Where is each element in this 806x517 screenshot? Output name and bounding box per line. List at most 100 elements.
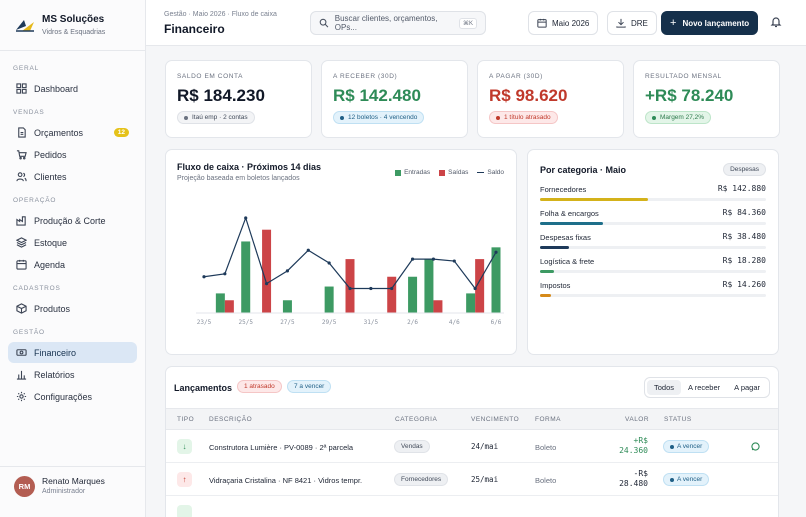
kpi-label: RESULTADO MENSAL: [645, 73, 722, 80]
legend-label-out: Saídas: [448, 169, 469, 176]
col-due[interactable]: VENCIMENTO: [471, 416, 520, 423]
filter-segmented: Todos A receber A pagar: [644, 377, 770, 398]
arrow-down-icon: ↓: [177, 439, 192, 454]
brand[interactable]: MS Soluções Vidros & Esquadrias: [14, 14, 105, 38]
month-picker-button[interactable]: Maio 2026: [528, 11, 599, 35]
sidebar-item-relatorios[interactable]: Relatórios: [8, 364, 137, 385]
point-saldo: [244, 216, 248, 220]
bar-chart-icon: [16, 370, 27, 380]
notifications-button[interactable]: [770, 16, 782, 28]
row-category: Vendas: [394, 440, 430, 453]
sidebar-item-producao[interactable]: Produção & Corte: [8, 210, 137, 231]
new-entry-button[interactable]: + Novo lançamento: [661, 11, 759, 35]
lancamentos-card: Lançamentos 1 atrasado 7 a vencer Todos …: [165, 366, 779, 517]
bell-icon: [770, 17, 782, 28]
kpi-value: R$ 98.620: [489, 86, 568, 105]
point-saldo: [285, 269, 290, 273]
row-due: 25/mai: [471, 475, 499, 484]
sidebar-item-agenda[interactable]: Agenda: [8, 254, 137, 275]
kpi-card-pagar: A PAGAR (30D) R$ 98.620 1 título atrasad…: [477, 60, 624, 138]
status-text: A vencer: [677, 476, 703, 483]
sidebar-item-clientes[interactable]: Clientes: [8, 166, 137, 187]
search-placeholder: Buscar clientes, orçamentos, OPs...: [334, 14, 438, 32]
sidebar-item-dashboard[interactable]: Dashboard: [8, 78, 137, 99]
table-row[interactable]: [166, 496, 778, 517]
user-role: Administrador: [42, 488, 86, 495]
cash-icon: [16, 349, 27, 356]
calendar-icon: [16, 259, 27, 270]
sidebar-item-label: Agenda: [34, 259, 66, 270]
sidebar-item-financeiro[interactable]: Financeiro: [8, 342, 137, 363]
col-method[interactable]: FORMA: [535, 416, 561, 423]
sidebar: MS Soluções Vidros & Esquadrias GERAL Da…: [0, 0, 146, 517]
sidebar-item-produtos[interactable]: Produtos: [8, 298, 137, 319]
search-input[interactable]: Buscar clientes, orçamentos, OPs... ⌘K: [310, 11, 486, 35]
category-row: Folha & encargos R$ 84.360: [540, 208, 766, 231]
legend-swatch-out: [439, 169, 446, 176]
dre-label: DRE: [631, 18, 648, 28]
filter-all[interactable]: Todos: [647, 380, 682, 395]
sidebar-item-label: Produção & Corte: [34, 215, 106, 226]
point-saldo: [223, 272, 227, 276]
kpi-chip: 1 título atrasado: [489, 111, 558, 124]
filter-payable[interactable]: A pagar: [734, 383, 760, 392]
amount-sign: -R$: [633, 469, 648, 478]
whatsapp-button[interactable]: [751, 442, 760, 451]
dre-button[interactable]: DRE: [607, 11, 657, 35]
bar-entradas: [241, 241, 251, 313]
sidebar-item-orcamentos[interactable]: Orçamentos 12: [8, 122, 137, 143]
point-saldo: [306, 248, 310, 252]
table-row[interactable]: ↑ Vidraçaria Cristalina · NF 8421 · Vidr…: [166, 463, 778, 496]
sidebar-item-label: Financeiro: [34, 347, 77, 358]
count-badge: 12: [113, 128, 129, 137]
legend-swatch-balance: [477, 171, 485, 174]
x-tick-label: 23/5: [197, 319, 212, 326]
x-tick-label: 4/6: [449, 319, 460, 326]
kpi-chip-text: Itaú emp · 2 contas: [192, 114, 248, 121]
filter-receivable[interactable]: A receber: [688, 383, 721, 392]
bar-entradas: [491, 247, 501, 313]
category-bar-track: [540, 270, 766, 273]
sidebar-item-label: Dashboard: [34, 83, 79, 94]
chart-legend: Entradas Saídas Saldo: [386, 169, 504, 176]
user-profile[interactable]: RM Renato Marques Administrador: [14, 476, 105, 497]
due-tag[interactable]: 7 a vencer: [287, 380, 332, 393]
point-saldo: [327, 261, 331, 265]
col-cat[interactable]: CATEGORIA: [395, 416, 438, 423]
point-saldo: [369, 286, 373, 291]
sidebar-item-pedidos[interactable]: Pedidos: [8, 144, 137, 165]
search-shortcut: ⌘K: [458, 17, 477, 29]
col-desc[interactable]: DESCRIÇÃO: [209, 416, 253, 423]
sidebar-item-label: Clientes: [34, 171, 67, 182]
table-row[interactable]: ↓ Construtora Lumière · PV-0089 · 2ª par…: [166, 430, 778, 463]
category-name: Fornecedores: [540, 185, 587, 194]
document-icon: [18, 127, 26, 138]
category-card: Por categoria · Maio Despesas Fornecedor…: [527, 149, 779, 355]
col-type[interactable]: TIPO: [177, 416, 195, 423]
col-value[interactable]: VALOR: [625, 416, 650, 423]
sidebar-item-label: Orçamentos: [34, 127, 84, 138]
point-saldo: [264, 282, 269, 286]
bar-entradas: [215, 293, 225, 313]
kpi-card-resultado: RESULTADO MENSAL +R$ 78.240 Margem 27,2%: [633, 60, 780, 138]
kpi-chip-text: 12 boletos · 4 vencendo: [348, 114, 418, 121]
kpi-card-saldo: SALDO EM CONTA R$ 184.230 Itaú emp · 2 c…: [165, 60, 312, 138]
col-status[interactable]: STATUS: [664, 416, 692, 423]
bar-saidas: [345, 259, 355, 313]
category-bar-track: [540, 198, 766, 201]
x-tick-label: 25/5: [238, 319, 253, 326]
users-icon: [16, 172, 27, 182]
sidebar-item-estoque[interactable]: Estoque: [8, 232, 137, 253]
amount-value: 28.480: [619, 479, 648, 488]
amount-sign: +R$: [633, 436, 648, 445]
sidebar-item-configuracoes[interactable]: Configurações: [8, 386, 137, 407]
status-badge: A vencer: [663, 440, 710, 453]
kpi-value: +R$ 78.240: [645, 86, 734, 105]
kpi-card-receber: A RECEBER (30D) R$ 142.480 12 boletos · …: [321, 60, 468, 138]
bar-saidas: [387, 276, 397, 313]
category-value: R$ 38.480: [722, 232, 766, 241]
page-title: Financeiro: [164, 22, 225, 36]
x-tick-label: 29/5: [322, 319, 337, 326]
category-filter-button[interactable]: Despesas: [723, 163, 766, 176]
overdue-tag[interactable]: 1 atrasado: [237, 380, 282, 393]
